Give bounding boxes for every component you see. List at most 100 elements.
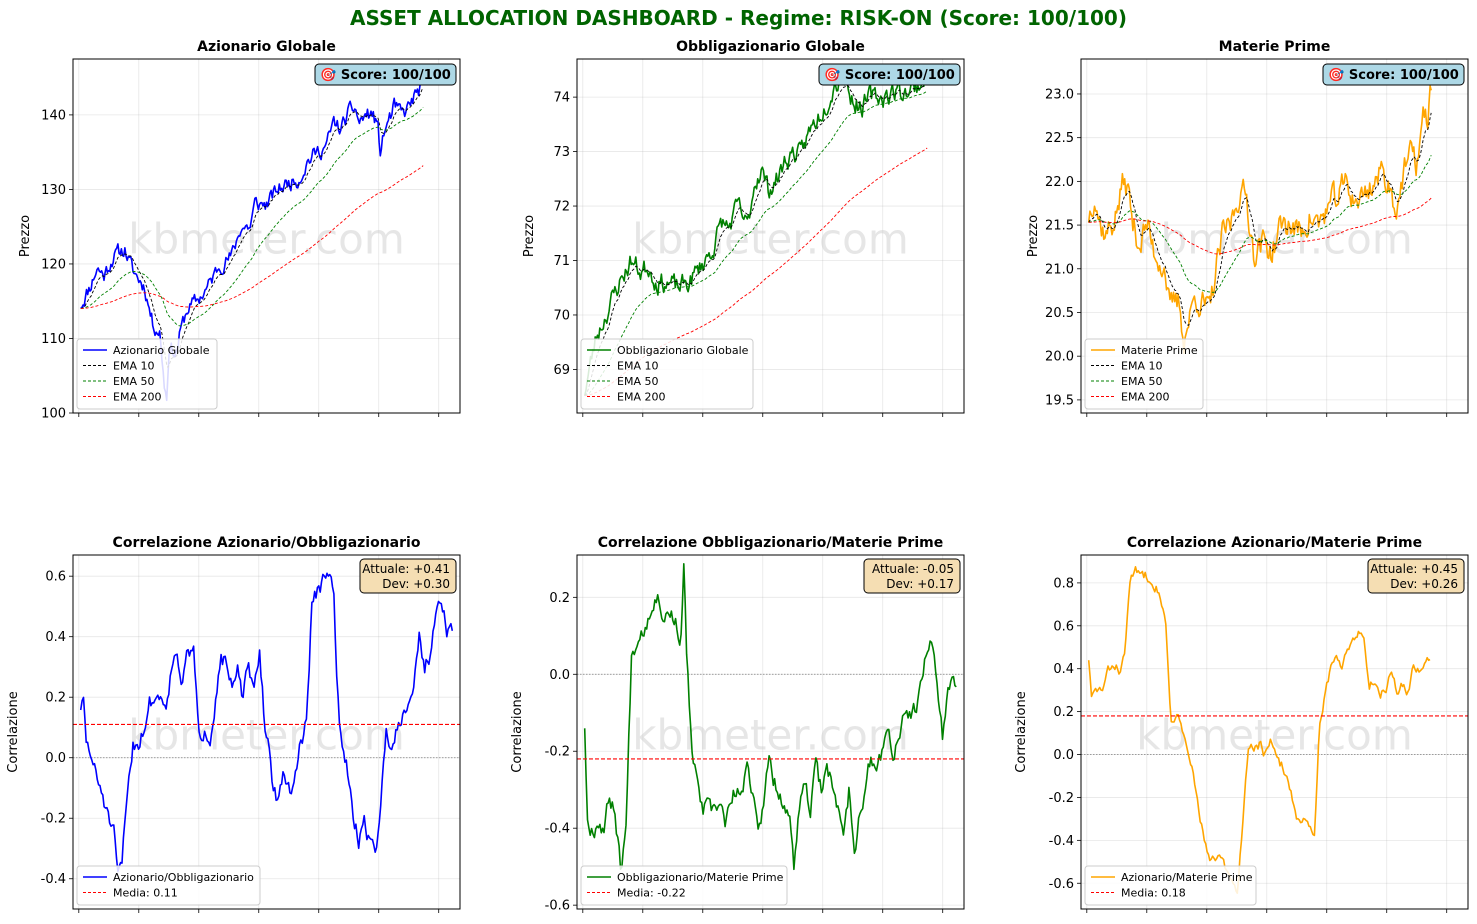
y-tick-label: 0.0 <box>45 751 66 766</box>
y-axis-label: Prezzo <box>522 215 537 257</box>
y-tick-label: -0.4 <box>545 822 570 837</box>
y-tick-label: -0.4 <box>1049 834 1074 849</box>
plot-area <box>1087 85 1432 355</box>
y-tick-label: 0.0 <box>1053 748 1074 763</box>
y-tick-label: -0.2 <box>41 812 66 827</box>
chart-panel-3: 19.5 20.0 20.5 21.0 21.5 22.0 22.5 23.0 kbmeter.… <box>1026 39 1469 417</box>
score-badge <box>314 63 457 86</box>
chart-title: Obbligazionario Globale <box>676 39 865 55</box>
legend-entry: Materie Prime <box>1121 344 1198 357</box>
y-tick-label: 21.0 <box>1045 262 1074 277</box>
axes-frame <box>1080 58 1469 414</box>
y-tick-label: 130 <box>41 183 66 198</box>
score-badge <box>1322 63 1465 86</box>
ema-line <box>584 79 928 397</box>
y-tick-label: 0.2 <box>549 591 570 606</box>
plot-area <box>577 563 964 871</box>
chart-panel-5: -0.6 -0.4 -0.2 0.0 0.2 kbmeter.com Correlazion… <box>510 535 965 914</box>
plot-area <box>1081 566 1468 894</box>
stats-current: Attuale: +0.41 <box>362 562 450 576</box>
y-tick-label: -0.6 <box>545 899 570 914</box>
y-axis-label: Correlazione <box>6 691 21 772</box>
watermark: kbmeter.com <box>632 215 909 264</box>
legend <box>580 338 754 410</box>
legend-entry: EMA 200 <box>113 391 161 404</box>
y-tick-label: 74 <box>553 91 570 106</box>
score-badge-text: 🎯 Score: 100/100 <box>1328 67 1459 83</box>
y-tick-label: 110 <box>41 332 66 347</box>
y-tick-label: 22.5 <box>1045 131 1074 146</box>
ema-line <box>80 165 424 309</box>
watermark: kbmeter.com <box>1136 711 1413 760</box>
y-tick-label: 69 <box>553 363 570 378</box>
y-tick-label: 0.2 <box>1053 705 1074 720</box>
axes-frame <box>72 554 461 910</box>
chart-panel-6: -0.6 -0.4 -0.2 0.0 0.2 0.4 0.6 0.8 kbmeter.com Co… <box>1014 535 1469 913</box>
legend-entry: EMA 200 <box>1121 391 1169 404</box>
legend-entry: Media: 0.18 <box>1121 887 1186 900</box>
stats-current: Attuale: +0.45 <box>1370 562 1458 576</box>
y-tick-label: 71 <box>553 254 570 269</box>
y-tick-label: -0.6 <box>1049 877 1074 892</box>
plot-area <box>73 572 460 873</box>
y-tick-label: 0.6 <box>1053 619 1074 634</box>
stats-dev: Dev: +0.30 <box>382 577 450 591</box>
score-badge-text: 🎯 Score: 100/100 <box>320 67 451 83</box>
legend-entry: Obbligazionario/Materie Prime <box>617 871 784 884</box>
chart-title: Correlazione Azionario/Obbligazionario <box>113 535 421 551</box>
y-tick-label: 0.0 <box>549 668 570 683</box>
y-tick-label: 120 <box>41 257 66 272</box>
legend-entry: Azionario Globale <box>113 344 210 357</box>
series-line <box>1087 85 1432 355</box>
y-tick-label: 22.0 <box>1045 175 1074 190</box>
series-line <box>583 563 957 871</box>
watermark: kbmeter.com <box>1136 215 1413 264</box>
legend-entry: EMA 10 <box>617 360 658 373</box>
legend <box>76 338 218 410</box>
y-tick-label: 20.0 <box>1045 350 1074 365</box>
y-axis-label: Correlazione <box>510 691 525 772</box>
axes-frame <box>576 554 965 910</box>
legend-entry: Media: -0.22 <box>617 887 686 900</box>
legend-entry: EMA 50 <box>617 375 658 388</box>
y-tick-label: -0.2 <box>1049 791 1074 806</box>
y-tick-label: 140 <box>41 108 66 123</box>
series-line <box>1087 566 1431 894</box>
stats-dev: Dev: +0.26 <box>1390 577 1458 591</box>
watermark: kbmeter.com <box>128 215 405 264</box>
legend <box>1084 338 1204 410</box>
legend-entry: Obbligazionario Globale <box>617 344 749 357</box>
chart-title: Correlazione Obbligazionario/Materie Pri… <box>598 535 943 551</box>
y-tick-label: 73 <box>553 145 570 160</box>
score-badge <box>818 63 961 86</box>
chart-title: Correlazione Azionario/Materie Prime <box>1127 535 1422 551</box>
stats-current: Attuale: -0.05 <box>872 562 954 576</box>
legend-entry: EMA 50 <box>113 375 154 388</box>
y-tick-label: -0.2 <box>545 745 570 760</box>
legend <box>580 865 788 906</box>
chart-panel-4: -0.4-0.20.00.20.40.6kbmeter.comCorrelazi… <box>6 535 461 913</box>
legend-entry: EMA 10 <box>1121 360 1162 373</box>
y-axis-label: Prezzo <box>1026 215 1041 257</box>
stats-box <box>863 558 961 594</box>
legend-entry: Azionario/Obbligazionario <box>113 871 254 884</box>
legend-entry: EMA 10 <box>113 360 154 373</box>
stats-box <box>359 558 457 594</box>
score-badge-text: 🎯 Score: 100/100 <box>824 67 955 83</box>
y-tick-label: 20.5 <box>1045 306 1074 321</box>
y-tick-label: 21.5 <box>1045 219 1074 234</box>
y-tick-label: 0.2 <box>45 691 66 706</box>
y-tick-label: 0.6 <box>45 570 66 585</box>
chart-title: Materie Prime <box>1219 39 1331 55</box>
y-tick-label: -0.4 <box>41 872 66 887</box>
axes-frame <box>576 58 965 414</box>
ema-line <box>584 90 928 397</box>
ema-line <box>80 107 424 327</box>
y-tick-label: 0.4 <box>1053 662 1074 677</box>
y-tick-label: 70 <box>553 308 570 323</box>
y-axis-label: Correlazione <box>1014 691 1029 772</box>
y-axis-label: Prezzo <box>18 215 33 257</box>
legend <box>76 865 261 906</box>
chart-panel-1: 100 110 120 130 140 kbmeter.com Azionario Glob… <box>18 39 461 422</box>
